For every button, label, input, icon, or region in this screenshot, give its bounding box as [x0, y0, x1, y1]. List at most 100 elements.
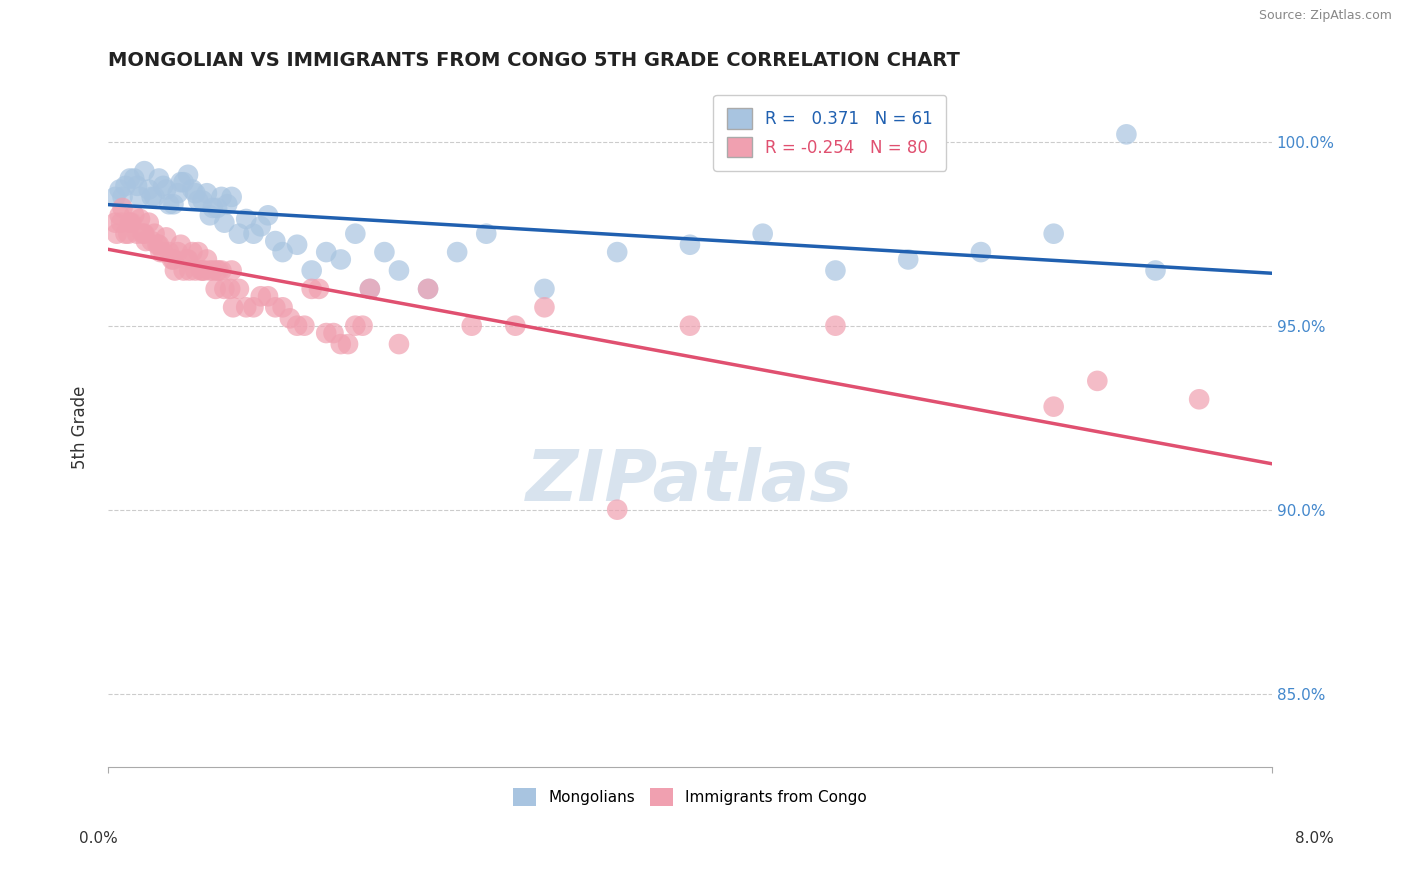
Point — [143, 227, 166, 241]
Point — [285, 237, 308, 252]
Point — [173, 175, 195, 189]
Point — [271, 300, 294, 314]
Point — [129, 211, 152, 226]
Point — [221, 263, 243, 277]
Point — [264, 300, 287, 314]
Point — [179, 263, 201, 277]
Point — [329, 337, 352, 351]
Point — [219, 282, 242, 296]
Point — [195, 252, 218, 267]
Point — [166, 245, 188, 260]
Point — [1085, 374, 1108, 388]
Point — [679, 318, 702, 333]
Text: 8.0%: 8.0% — [1295, 831, 1334, 846]
Point — [135, 234, 157, 248]
Point — [118, 216, 141, 230]
Point — [315, 326, 337, 340]
Point — [198, 208, 221, 222]
Text: MONGOLIAN VS IMMIGRANTS FROM CONGO 5TH GRADE CORRELATION CHART: MONGOLIAN VS IMMIGRANTS FROM CONGO 5TH G… — [108, 51, 960, 70]
Point — [359, 282, 381, 296]
Point — [373, 245, 395, 260]
Point — [388, 263, 411, 277]
Point — [235, 211, 257, 226]
Text: ZIPatlas: ZIPatlas — [526, 447, 853, 516]
Point — [505, 318, 527, 333]
Point — [155, 182, 177, 196]
Point — [228, 227, 250, 241]
Point — [108, 182, 131, 196]
Point — [460, 318, 482, 333]
Point — [104, 190, 127, 204]
Point — [294, 318, 316, 333]
Point — [1115, 128, 1137, 142]
Point — [249, 219, 271, 234]
Point — [214, 216, 236, 230]
Point — [148, 237, 170, 252]
Point — [110, 216, 132, 230]
Point — [129, 190, 152, 204]
Point — [352, 318, 374, 333]
Point — [446, 245, 468, 260]
Point — [184, 186, 207, 201]
Point — [138, 182, 160, 196]
Point — [207, 263, 229, 277]
Point — [1042, 227, 1064, 241]
Point — [264, 234, 287, 248]
Point — [214, 282, 236, 296]
Point — [205, 201, 228, 215]
Point — [170, 237, 193, 252]
Point — [118, 171, 141, 186]
Point — [222, 300, 245, 314]
Point — [322, 326, 344, 340]
Point — [301, 282, 323, 296]
Point — [301, 263, 323, 277]
Point — [329, 252, 352, 267]
Point — [122, 171, 145, 186]
Point — [388, 337, 411, 351]
Point — [127, 178, 149, 193]
Point — [111, 190, 134, 204]
Point — [193, 263, 215, 277]
Point — [143, 190, 166, 204]
Y-axis label: 5th Grade: 5th Grade — [72, 385, 89, 468]
Point — [679, 237, 702, 252]
Point — [146, 237, 169, 252]
Point — [190, 263, 212, 277]
Point — [187, 245, 209, 260]
Point — [166, 186, 188, 201]
Point — [173, 263, 195, 277]
Point — [170, 175, 193, 189]
Point — [242, 227, 264, 241]
Point — [141, 190, 163, 204]
Point — [104, 216, 127, 230]
Point — [970, 245, 993, 260]
Point — [191, 194, 214, 208]
Point — [315, 245, 337, 260]
Point — [134, 164, 156, 178]
Text: 0.0%: 0.0% — [79, 831, 118, 846]
Point — [533, 300, 555, 314]
Point — [201, 263, 224, 277]
Point — [475, 227, 498, 241]
Point — [897, 252, 920, 267]
Point — [416, 282, 439, 296]
Point — [111, 201, 134, 215]
Point — [249, 289, 271, 303]
Point — [205, 263, 228, 277]
Point — [211, 263, 233, 277]
Point — [1188, 392, 1211, 407]
Point — [138, 216, 160, 230]
Point — [177, 168, 200, 182]
Point — [235, 300, 257, 314]
Point — [114, 227, 136, 241]
Point — [162, 252, 184, 267]
Point — [308, 282, 330, 296]
Point — [217, 197, 239, 211]
Point — [824, 318, 846, 333]
Point — [127, 227, 149, 241]
Point — [176, 252, 198, 267]
Point — [117, 227, 139, 241]
Point — [105, 227, 128, 241]
Point — [177, 252, 200, 267]
Point — [155, 230, 177, 244]
